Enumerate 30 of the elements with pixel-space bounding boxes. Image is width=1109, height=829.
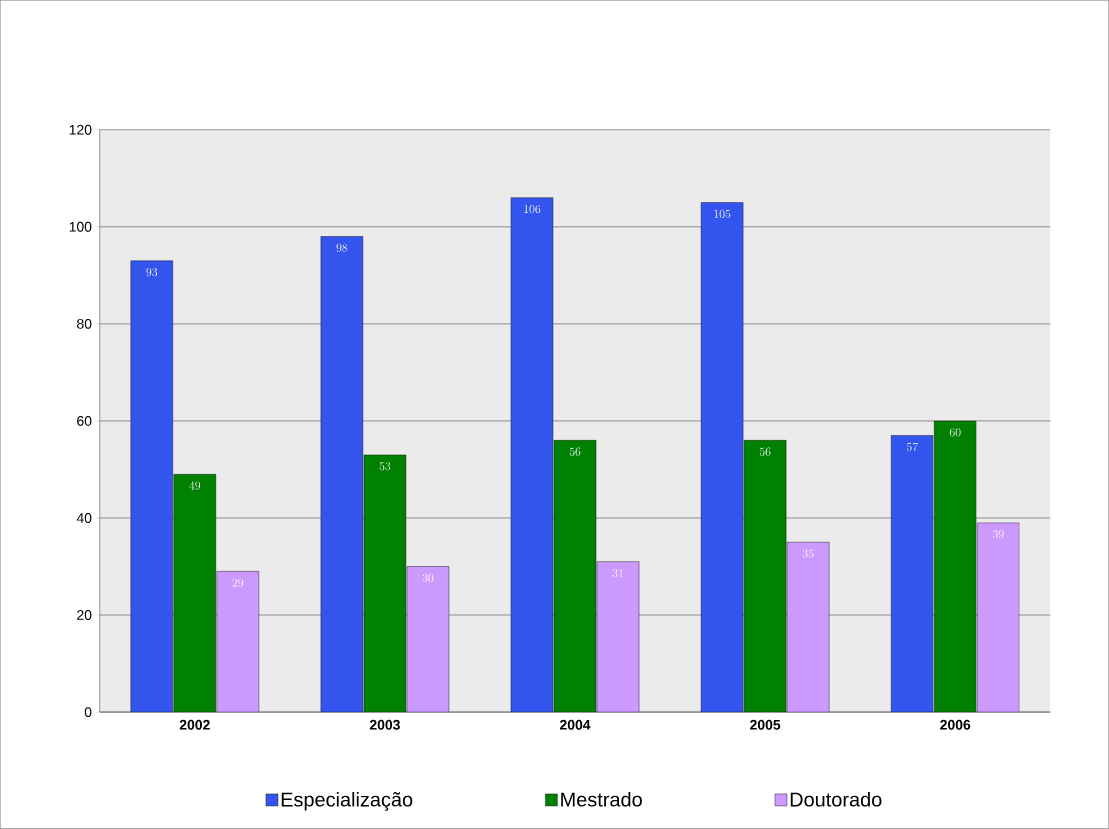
data-label: 60 (949, 428, 961, 437)
data-label: 29 (232, 578, 244, 587)
y-tick-label: 0 (84, 707, 92, 718)
data-label: 53 (379, 462, 391, 471)
legend-label: Doutorado (790, 792, 882, 807)
data-label: 105 (714, 209, 731, 219)
data-label: 39 (992, 530, 1004, 539)
data-label: 30 (422, 573, 434, 583)
data-label: 56 (569, 447, 581, 456)
data-label: 98 (336, 243, 348, 253)
y-tick-label: 120 (69, 124, 92, 135)
x-tick-label: 2004 (559, 719, 591, 730)
x-tick-label: 2005 (750, 719, 781, 730)
x-tick-label: 2003 (369, 719, 400, 730)
y-tick-label: 40 (76, 513, 92, 523)
y-tick-label: 80 (77, 318, 92, 329)
y-tick-label: 60 (77, 416, 92, 426)
legend-label: Especialização (281, 792, 413, 811)
data-label: 35 (802, 549, 814, 558)
data-label: 49 (189, 481, 201, 490)
legend-label: Mestrado (561, 792, 642, 807)
data-label: 106 (524, 205, 541, 214)
data-label: 57 (906, 442, 918, 452)
y-tick-label: 20 (77, 610, 92, 621)
data-label: 31 (612, 569, 623, 578)
data-label: 93 (146, 268, 158, 277)
x-tick-label: 2002 (179, 719, 210, 730)
x-tick-label: 2006 (940, 719, 971, 730)
y-tick-label: 100 (69, 221, 92, 232)
data-label: 56 (759, 447, 771, 456)
